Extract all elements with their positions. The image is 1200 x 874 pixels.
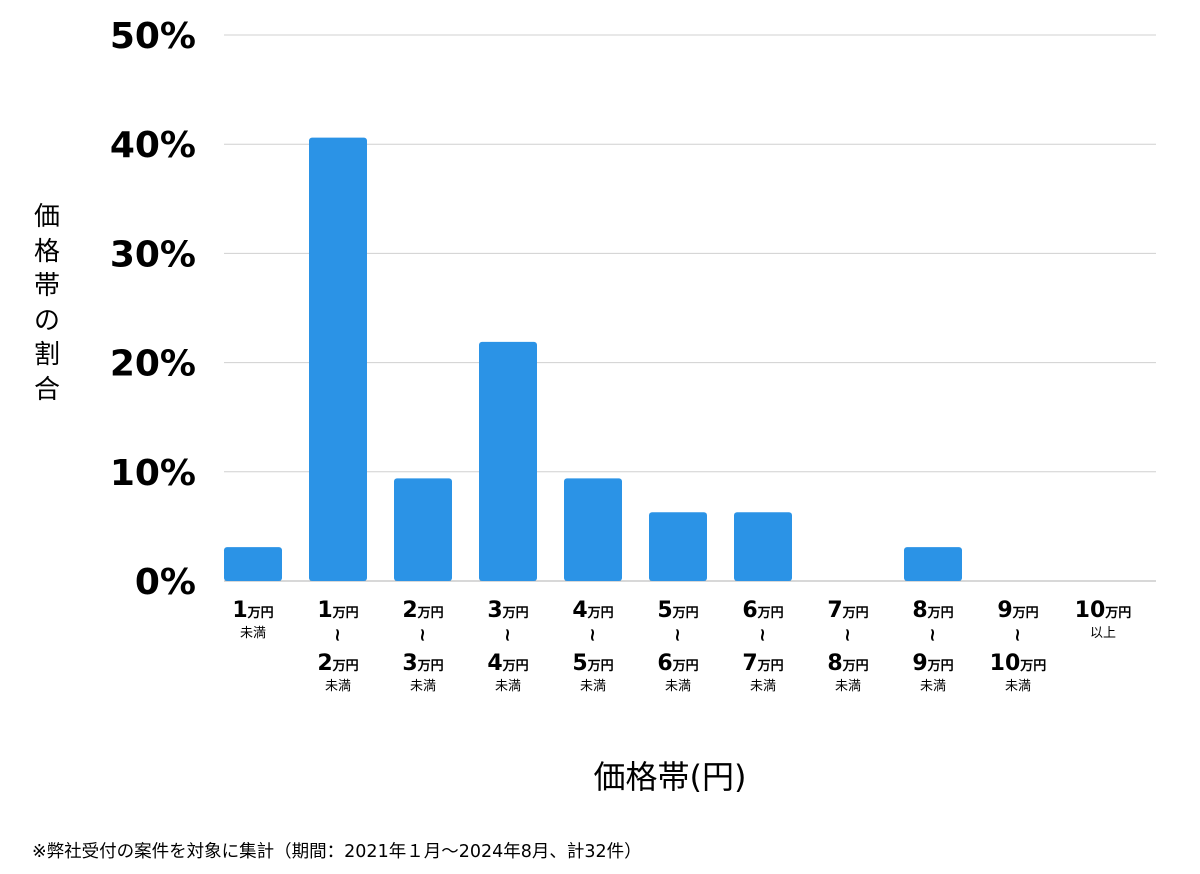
bar xyxy=(479,341,537,581)
range-symbol: ~ xyxy=(582,627,603,642)
bar xyxy=(734,512,792,581)
bar xyxy=(394,478,452,581)
y-axis-label-char: 合 xyxy=(33,374,60,405)
category-note: 未満 xyxy=(665,679,691,694)
category-note: 未満 xyxy=(240,626,266,641)
category-end: 9万円 xyxy=(912,651,953,676)
y-tick-label: 30% xyxy=(110,234,196,275)
category-start: 1万円 xyxy=(232,598,273,623)
category-start: 6万円 xyxy=(742,598,783,623)
category-end: 2万円 xyxy=(317,651,358,676)
y-axis-label-char: の xyxy=(33,305,60,336)
category-note: 未満 xyxy=(495,679,521,694)
range-symbol: ~ xyxy=(922,627,943,642)
bar xyxy=(564,478,622,581)
category-start: 1万円 xyxy=(317,598,358,623)
y-tick-label: 0% xyxy=(135,562,196,603)
category-note: 未満 xyxy=(410,679,436,694)
y-tick-label: 20% xyxy=(110,344,196,385)
y-tick-label: 40% xyxy=(110,125,196,166)
category-start: 3万円 xyxy=(487,598,528,623)
range-symbol: ~ xyxy=(752,627,773,642)
category-end: 5万円 xyxy=(572,651,613,676)
category-end: 4万円 xyxy=(487,651,528,676)
y-axis-label-char: 割 xyxy=(33,340,60,370)
category-note: 未満 xyxy=(1005,679,1031,694)
category-start: 2万円 xyxy=(402,598,443,623)
category-note: 未満 xyxy=(750,679,776,694)
bars xyxy=(224,137,962,581)
range-symbol: ~ xyxy=(497,627,518,642)
bar xyxy=(649,512,707,581)
y-axis-label-char: 格 xyxy=(33,236,60,267)
y-axis-label-char: 価 xyxy=(33,202,60,232)
x-category-labels: 1万円未満1万円~2万円未満2万円~3万円未満3万円~4万円未満4万円~5万円未… xyxy=(232,598,1131,694)
category-end: 10万円 xyxy=(990,651,1047,676)
category-start: 7万円 xyxy=(827,598,868,623)
category-end: 8万円 xyxy=(827,651,868,676)
category-note: 未満 xyxy=(325,679,351,694)
range-symbol: ~ xyxy=(667,627,688,642)
gridlines xyxy=(224,34,1156,582)
y-axis-label: 価格帯の割合 xyxy=(30,200,64,407)
footnote: ※弊社受付の案件を対象に集計（期間：2021年１月～2024年8月、計32件） xyxy=(32,842,642,862)
bar xyxy=(904,547,962,581)
category-note: 未満 xyxy=(835,679,861,694)
category-start: 10万円 xyxy=(1075,598,1132,623)
category-note: 未満 xyxy=(580,679,606,694)
bar xyxy=(224,547,282,581)
category-start: 8万円 xyxy=(912,598,953,623)
category-start: 9万円 xyxy=(997,598,1038,623)
range-symbol: ~ xyxy=(327,627,348,642)
y-tick-label: 10% xyxy=(110,453,196,494)
category-note: 以上 xyxy=(1090,626,1116,641)
category-end: 6万円 xyxy=(657,651,698,676)
category-note: 未満 xyxy=(920,679,946,694)
y-tick-label: 50% xyxy=(110,16,196,57)
y-axis-label-char: 帯 xyxy=(33,271,60,301)
range-symbol: ~ xyxy=(412,627,433,642)
category-start: 5万円 xyxy=(657,598,698,623)
range-symbol: ~ xyxy=(837,627,858,642)
y-tick-labels: 0% 10% 20% 30% 40% 50% xyxy=(110,16,196,603)
bar xyxy=(309,137,367,581)
x-axis-label: 価格帯(円) xyxy=(593,758,747,796)
category-start: 4万円 xyxy=(572,598,613,623)
category-end: 3万円 xyxy=(402,651,443,676)
category-end: 7万円 xyxy=(742,651,783,676)
range-symbol: ~ xyxy=(1007,627,1028,642)
